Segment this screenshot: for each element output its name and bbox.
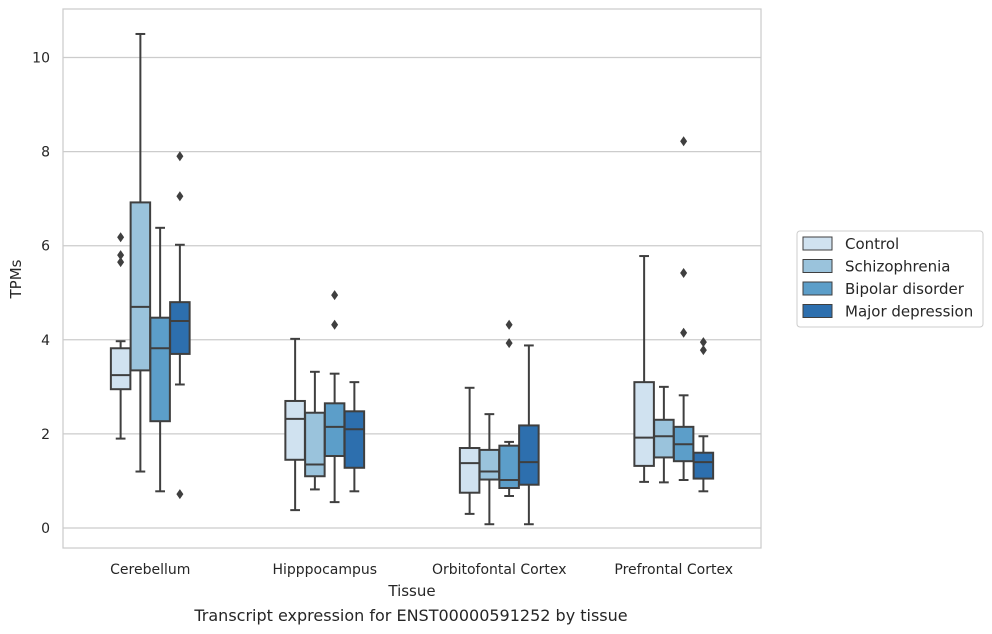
box-major-depression — [169, 151, 191, 500]
y-tick-label: 0 — [41, 521, 50, 537]
box-major-depression — [343, 381, 366, 493]
outlier-point — [176, 191, 184, 202]
outlier-point — [699, 337, 707, 348]
box-schizophrenia — [478, 413, 501, 526]
y-tick-label: 6 — [41, 239, 50, 255]
x-axis-title: Tissue — [387, 582, 435, 600]
outlier-point — [505, 338, 513, 349]
box-iqr — [169, 301, 191, 355]
outlier-point — [505, 319, 513, 330]
legend-label: Schizophrenia — [845, 258, 950, 276]
box-iqr — [304, 411, 326, 478]
outlier-point — [117, 257, 125, 268]
box-major-depression — [518, 344, 540, 526]
box-major-depression — [692, 337, 715, 493]
legend-swatch — [802, 236, 833, 251]
outlier-point — [680, 136, 688, 147]
box-iqr — [149, 316, 171, 423]
box-iqr — [633, 381, 655, 467]
box-schizophrenia — [129, 32, 152, 473]
box-iqr — [458, 447, 481, 494]
y-tick-label: 8 — [41, 145, 50, 161]
legend-frame — [796, 230, 984, 328]
outlier-point — [176, 151, 184, 162]
y-tick-label: 10 — [32, 51, 50, 67]
box-control — [284, 337, 306, 512]
y-tick-labels: 0 2 4 6 8 10 — [32, 51, 50, 538]
box-groups — [109, 32, 715, 526]
outlier-point — [680, 267, 688, 278]
box-bipolar-disorder — [498, 319, 520, 498]
outlier-point — [331, 290, 339, 301]
x-tick-label: Hipppocampus — [272, 562, 377, 578]
outlier-point — [699, 345, 707, 356]
legend-swatch — [802, 304, 833, 318]
box-iqr — [109, 347, 132, 391]
x-tick-labels: Cerebellum Hipppocampus Orbitofontal Corte… — [110, 562, 733, 578]
box-iqr — [518, 424, 540, 486]
legend: Control Schizophrenia Bipolar disorder Majo… — [796, 230, 984, 328]
legend-label: Bipolar disorder — [845, 280, 965, 298]
outlier-point — [680, 327, 688, 338]
y-axis-title: TPMs — [7, 259, 25, 299]
box-bipolar-disorder — [672, 136, 695, 482]
outlier-point — [117, 250, 125, 261]
outlier-point — [117, 232, 125, 243]
box-control — [633, 255, 655, 483]
box-iqr — [653, 418, 675, 459]
box-iqr — [343, 410, 366, 469]
box-control — [109, 232, 132, 440]
legend-swatch — [802, 259, 833, 273]
box-schizophrenia — [653, 385, 675, 484]
outlier-point — [176, 489, 184, 500]
box-iqr — [129, 201, 152, 372]
figure-caption: Transcript expression for ENST0000059125… — [194, 606, 628, 625]
box-iqr — [323, 402, 346, 458]
legend-label: Major depression — [845, 303, 973, 321]
outlier-point — [331, 319, 339, 330]
legend-label: Control — [845, 235, 899, 253]
box-iqr — [478, 448, 501, 481]
box-bipolar-disorder — [323, 290, 346, 504]
y-tick-label: 4 — [41, 333, 50, 349]
box-iqr — [284, 399, 306, 461]
box-iqr — [498, 444, 520, 490]
x-tick-label: Prefrontal Cortex — [614, 562, 733, 578]
x-tick-label: Cerebellum — [110, 562, 190, 578]
box-iqr — [692, 451, 715, 480]
plot-frame — [62, 8, 762, 549]
x-tick-label: Orbitofontal Cortex — [432, 562, 567, 578]
y-tick-label: 2 — [41, 427, 50, 443]
legend-swatch — [802, 281, 833, 296]
box-bipolar-disorder — [149, 226, 171, 493]
box-control — [458, 386, 481, 515]
box-schizophrenia — [304, 370, 326, 491]
